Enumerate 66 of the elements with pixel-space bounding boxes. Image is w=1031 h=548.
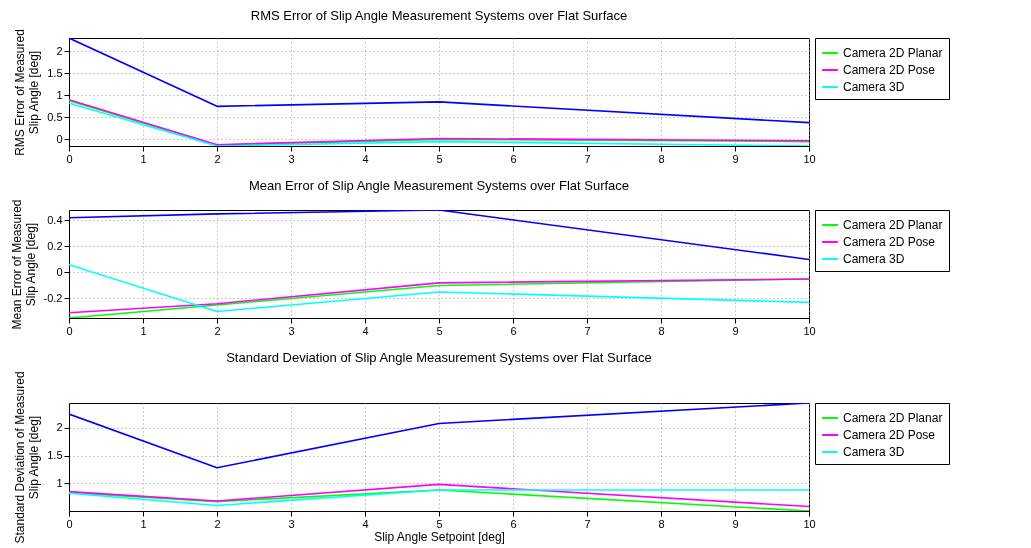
x-tick-label: 0 xyxy=(66,517,73,530)
x-tick-label: 1 xyxy=(140,152,147,165)
x-tick-label: 6 xyxy=(510,517,517,530)
x-tick-label: 5 xyxy=(436,324,443,337)
legend-label: Camera 2D Pose xyxy=(843,428,936,442)
x-tick-label: 8 xyxy=(658,152,665,165)
x-tick-label: 0 xyxy=(66,324,73,337)
x-tick-label: 5 xyxy=(436,152,443,165)
legend-label: Camera 2D Pose xyxy=(843,63,936,77)
x-tick-label: 1 xyxy=(140,324,147,337)
y-tick-label: 1 xyxy=(56,88,63,101)
line-series xyxy=(69,483,809,508)
x-tick-label: 6 xyxy=(510,324,517,337)
y-tick-label: 1 xyxy=(56,476,63,489)
x-tick-label: 6 xyxy=(510,152,517,165)
x-tick-label: 7 xyxy=(584,324,591,337)
x-tick-label: 9 xyxy=(732,152,739,165)
y-axis-title: Standard Deviation of Measured Slip Angle [deg] xyxy=(13,371,42,544)
y-tick-label: 0.2 xyxy=(47,239,63,252)
y-axis-title: RMS Error of Measured Slip Angle [deg] xyxy=(13,29,42,156)
x-tick-label: 3 xyxy=(288,152,295,165)
chart-title: RMS Error of Slip Angle Measurement Systems over Flat Surface xyxy=(250,7,628,23)
y-tick-label: 0.4 xyxy=(47,213,63,226)
chart-title: Standard Deviation of Slip Angle Measurement Systems over Flat Surface xyxy=(226,349,652,365)
y-tick-label: 1.5 xyxy=(47,449,63,462)
y-tick-label: -0.2 xyxy=(43,291,63,304)
legend-label: Camera 2D Pose xyxy=(843,235,936,249)
line-series xyxy=(69,210,809,261)
x-tick-label: 0 xyxy=(66,152,73,165)
chart-title: Mean Error of Slip Angle Measurement Systems over Flat Surface xyxy=(248,177,630,193)
line-series xyxy=(69,263,809,313)
x-tick-label: 4 xyxy=(362,152,369,165)
x-tick-label: 9 xyxy=(732,517,739,530)
x-tick-label: 8 xyxy=(658,517,665,530)
x-tick-label: 2 xyxy=(214,517,221,530)
y-tick-label: 0 xyxy=(56,265,63,278)
x-tick-label: 4 xyxy=(362,324,369,337)
x-axis-title: Slip Angle Setpoint [deg] xyxy=(374,529,505,544)
legend-label: Camera 3D xyxy=(843,252,905,266)
x-tick-label: 2 xyxy=(214,324,221,337)
y-tick-label: 1.5 xyxy=(47,66,63,79)
y-tick-label: 2 xyxy=(56,44,63,57)
y-tick-label: 0 xyxy=(56,132,63,145)
x-tick-label: 4 xyxy=(362,517,369,530)
x-tick-label: 7 xyxy=(584,152,591,165)
x-tick-label: 2 xyxy=(214,152,221,165)
x-tick-label: 8 xyxy=(658,324,665,337)
x-tick-label: 10 xyxy=(803,324,816,337)
x-tick-label: 3 xyxy=(288,517,295,530)
x-tick-label: 10 xyxy=(803,152,816,165)
y-tick-label: 0.5 xyxy=(47,110,63,123)
line-series xyxy=(69,38,809,124)
y-axis-title: Mean Error of Measured Slip Angle [deg] xyxy=(9,199,38,330)
legend-label: Camera 3D xyxy=(843,445,905,459)
x-tick-label: 7 xyxy=(584,517,591,530)
legend-label: Camera 3D xyxy=(843,80,905,94)
x-tick-label: 10 xyxy=(803,517,816,530)
legend-label: Camera 2D Planar xyxy=(843,411,943,425)
x-tick-label: 5 xyxy=(436,517,443,530)
x-tick-label: 3 xyxy=(288,324,295,337)
legend-label: Camera 2D Planar xyxy=(843,218,943,232)
line-series xyxy=(69,403,809,469)
legend-label: Camera 2D Planar xyxy=(843,46,943,60)
y-tick-label: 2 xyxy=(56,421,63,434)
x-tick-label: 9 xyxy=(732,324,739,337)
x-tick-label: 1 xyxy=(140,517,147,530)
